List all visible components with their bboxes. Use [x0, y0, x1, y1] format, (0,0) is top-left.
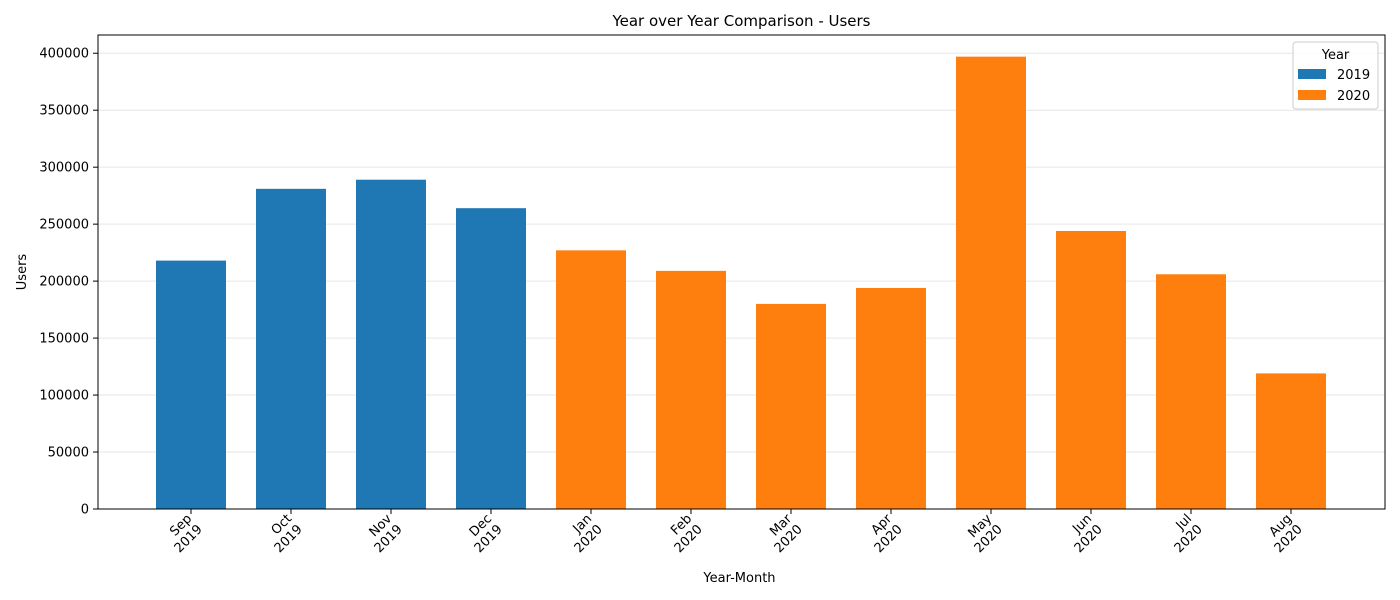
- chart-title: Year over Year Comparison - Users: [611, 12, 870, 30]
- y-tick-label: 300000: [39, 161, 89, 176]
- y-axis-label: Users: [15, 254, 30, 291]
- y-tick-label: 100000: [39, 389, 89, 404]
- legend-title: Year: [1321, 48, 1350, 63]
- legend-swatch-2020: [1298, 90, 1326, 100]
- y-tick-label: 0: [81, 503, 89, 518]
- y-tick-label: 250000: [39, 218, 89, 233]
- y-tick-label: 150000: [39, 332, 89, 347]
- legend-swatch-2019: [1298, 69, 1326, 79]
- bar-2020-may: [956, 56, 1026, 509]
- y-tick-label: 350000: [39, 104, 89, 119]
- bar-2020-apr: [856, 287, 926, 509]
- y-tick-label: 400000: [39, 47, 89, 62]
- legend-label-2020: 2020: [1337, 89, 1370, 104]
- bar-2020-jan: [556, 250, 626, 510]
- bar-2020-mar: [756, 303, 826, 509]
- bars: [156, 56, 1326, 510]
- x-axis-label: Year-Month: [702, 571, 775, 586]
- legend: Year 2019 2020: [1292, 41, 1379, 110]
- bar-2020-jun: [1056, 230, 1126, 509]
- y-tick-label: 50000: [48, 446, 89, 461]
- plot-frame: [97, 34, 1386, 510]
- bar-2020-jul: [1156, 274, 1226, 509]
- bar-2019-sep: [156, 260, 226, 509]
- bar-2020-feb: [656, 270, 726, 509]
- bar-2019-oct: [256, 188, 326, 509]
- bar-2019-dec: [456, 208, 526, 509]
- bar-2019-nov: [356, 179, 426, 509]
- axes: [93, 34, 1386, 514]
- bar-2020-aug: [1256, 373, 1326, 509]
- legend-label-2019: 2019: [1337, 68, 1370, 83]
- y-tick-label: 200000: [39, 275, 89, 290]
